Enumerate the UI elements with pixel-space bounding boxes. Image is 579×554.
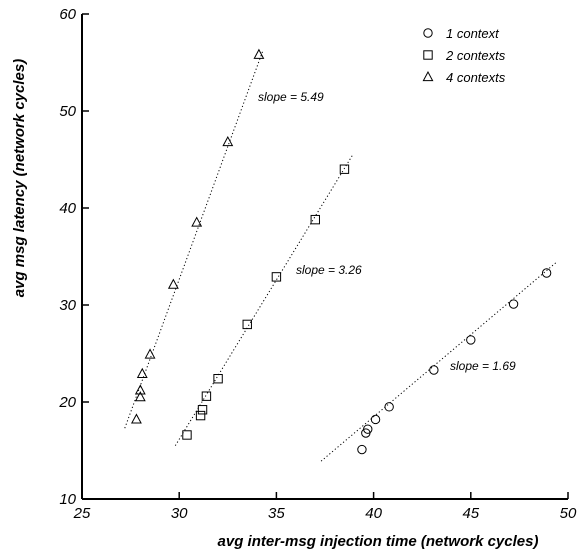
slope-labels: slope = 1.69 slope = 3.26 slope = 5.49 — [258, 90, 516, 373]
data-point — [541, 268, 552, 278]
x-axis-label: avg inter-msg injection time (network cy… — [218, 533, 539, 550]
data-point — [130, 413, 142, 424]
data-point — [197, 405, 208, 415]
data-point — [508, 299, 519, 309]
data-points — [130, 48, 552, 455]
data-point — [201, 391, 212, 401]
data-point — [357, 444, 367, 455]
data-point — [213, 374, 223, 384]
data-point — [363, 424, 373, 434]
slope-label: slope = 1.69 — [450, 359, 516, 373]
data-point — [134, 384, 146, 395]
data-point — [466, 335, 476, 345]
data-point — [339, 164, 350, 174]
data-point — [191, 216, 203, 227]
y-axis-label: avg msg latency (network cycles) — [11, 59, 28, 297]
x-axis: 25 30 35 40 45 50 — [73, 492, 577, 522]
y-tick-label: 60 — [59, 6, 76, 23]
x-tick-label: 35 — [268, 505, 285, 522]
legend-marker — [423, 50, 433, 60]
data-point — [182, 430, 192, 440]
data-point — [253, 48, 265, 59]
x-tick-label: 25 — [73, 505, 91, 522]
y-tick-label: 10 — [59, 491, 76, 508]
data-point — [370, 414, 381, 425]
x-tick-label: 40 — [365, 505, 382, 522]
y-axis: 10 20 30 40 50 60 — [58, 6, 89, 508]
legend-label: 2 contexts — [445, 48, 506, 63]
legend-marker — [422, 70, 434, 82]
data-point — [167, 278, 179, 289]
data-point — [134, 391, 146, 402]
slope-label: slope = 3.26 — [296, 263, 362, 277]
data-point — [429, 365, 439, 375]
fit-lines — [124, 50, 557, 462]
data-point — [222, 135, 234, 147]
fit-line — [320, 261, 557, 462]
data-point — [144, 348, 156, 359]
y-tick-label: 40 — [59, 200, 76, 217]
y-tick-label: 30 — [59, 297, 76, 314]
data-point — [384, 402, 394, 412]
data-point — [136, 367, 148, 378]
data-point — [195, 410, 206, 421]
y-tick-label: 20 — [58, 394, 76, 411]
legend-label: 4 contexts — [446, 70, 506, 85]
legend-marker — [423, 28, 433, 38]
x-tick-label: 30 — [171, 505, 188, 522]
legend: 1 context 2 contexts 4 contexts — [422, 26, 506, 85]
legend-label: 1 context — [446, 26, 500, 41]
y-tick-label: 50 — [59, 103, 76, 120]
x-tick-label: 50 — [560, 505, 577, 522]
data-point — [271, 272, 282, 282]
data-point — [242, 319, 252, 330]
fit-line — [124, 50, 264, 429]
fit-line — [174, 155, 353, 446]
x-tick-label: 45 — [462, 505, 479, 522]
data-point — [310, 214, 320, 225]
slope-label: slope = 5.49 — [258, 90, 324, 104]
